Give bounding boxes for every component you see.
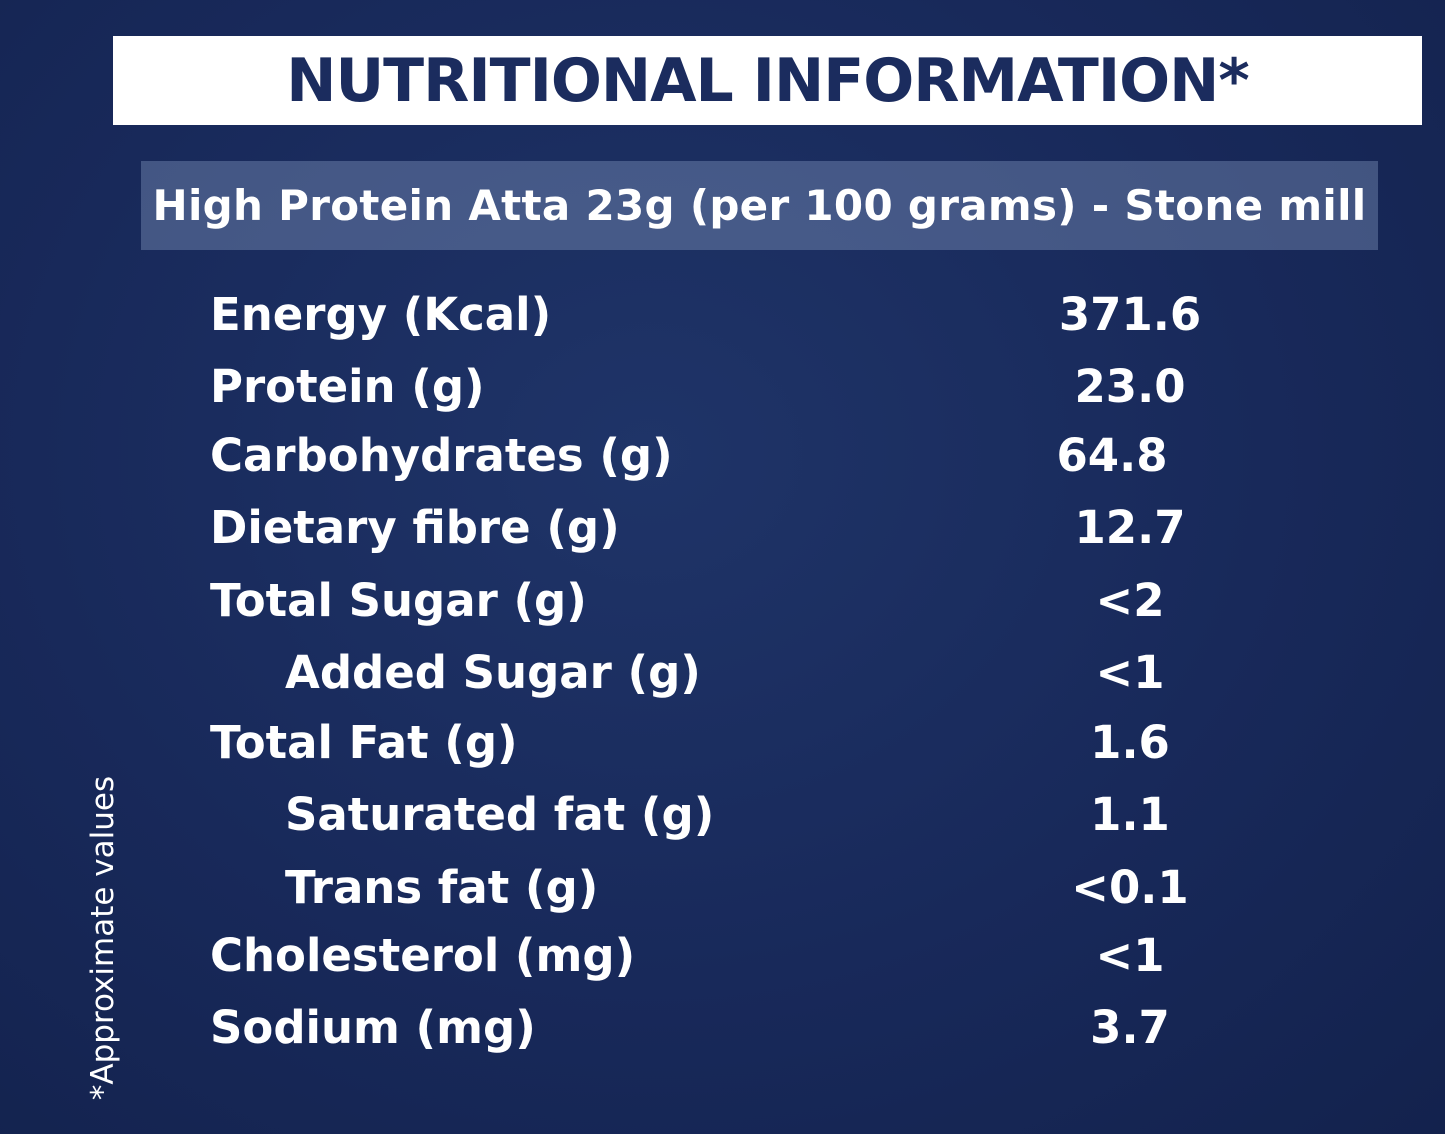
title-banner: NUTRITIONAL INFORMATION* [113, 36, 1422, 125]
nutrient-value: 1.1 [1090, 788, 1170, 841]
nutrient-row-saturated-fat: Saturated fat (g) 1.1 [0, 779, 1445, 851]
nutrient-label: Total Sugar (g) [210, 574, 587, 627]
nutrient-row-total-fat: Total Fat (g) 1.6 [0, 707, 1445, 779]
nutrient-label: Sodium (mg) [210, 1001, 536, 1054]
page-title: NUTRITIONAL INFORMATION* [286, 45, 1249, 116]
nutrient-value: <1 [1095, 646, 1165, 699]
approximate-values-note: *Approximate values [85, 775, 121, 1101]
nutrient-label: Dietary fibre (g) [210, 501, 620, 554]
nutrient-value: 12.7 [1074, 501, 1186, 554]
product-subtitle: High Protein Atta 23g (per 100 grams) - … [152, 181, 1367, 230]
nutrient-row-energy: Energy (Kcal) 371.6 [0, 279, 1445, 351]
nutrient-value: 64.8 [1056, 429, 1168, 482]
nutrient-value: 1.6 [1090, 716, 1170, 769]
nutrient-label: Trans fat (g) [285, 861, 599, 914]
nutrient-row-trans-fat: Trans fat (g) <0.1 [0, 852, 1445, 924]
nutrient-value: <1 [1095, 929, 1165, 982]
nutrient-label: Total Fat (g) [210, 716, 518, 769]
nutrient-label: Protein (g) [210, 360, 485, 413]
nutrient-value: <2 [1095, 574, 1165, 627]
nutrient-row-protein: Protein (g) 23.0 [0, 351, 1445, 423]
nutrient-row-carbohydrates: Carbohydrates (g) 64.8 [0, 420, 1445, 492]
nutrient-label: Energy (Kcal) [210, 288, 552, 341]
nutrient-row-dietary-fibre: Dietary fibre (g) 12.7 [0, 492, 1445, 564]
nutrient-value: 3.7 [1090, 1001, 1170, 1054]
product-banner: High Protein Atta 23g (per 100 grams) - … [141, 161, 1378, 250]
nutrient-value: <0.1 [1071, 861, 1189, 914]
nutrient-row-added-sugar: Added Sugar (g) <1 [0, 637, 1445, 709]
nutrient-value: 371.6 [1058, 288, 1202, 341]
nutrient-label: Cholesterol (mg) [210, 929, 636, 982]
nutrient-row-sodium: Sodium (mg) 3.7 [0, 992, 1445, 1064]
nutrient-label: Saturated fat (g) [285, 788, 715, 841]
nutrient-value: 23.0 [1074, 360, 1186, 413]
nutrient-row-cholesterol: Cholesterol (mg) <1 [0, 920, 1445, 992]
nutrient-label: Carbohydrates (g) [210, 429, 673, 482]
nutrient-label: Added Sugar (g) [285, 646, 701, 699]
nutrient-row-total-sugar: Total Sugar (g) <2 [0, 565, 1445, 637]
